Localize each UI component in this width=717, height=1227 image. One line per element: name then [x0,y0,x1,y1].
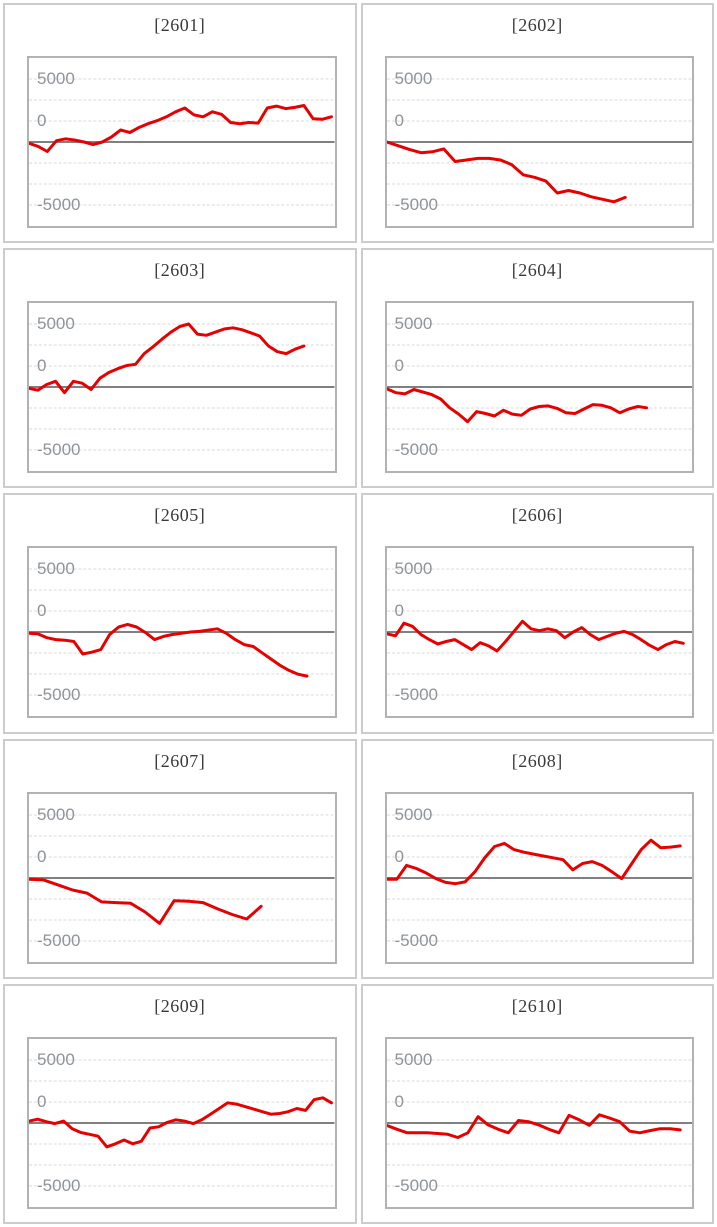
coin-differential-line [29,1096,333,1149]
machine-number-title: [2604] [511,260,563,281]
machine-number-title: [2607] [154,750,206,771]
plot-area: 5000 0 -5000 [27,546,337,719]
machine-number-title: [2608] [511,750,563,771]
plot-area: 5000 0 -5000 [27,301,337,474]
line-chart [386,1059,692,1187]
coin-differential-line [386,140,627,204]
machine-number-title: [2609] [154,995,206,1016]
machine-number-title: [2603] [154,260,206,281]
machine-number-title: [2606] [511,505,563,526]
machine-chart-panel: [2608] 5000 0 -5000 [360,738,714,979]
coin-differential-line [386,838,682,885]
coin-differential-line [29,104,333,153]
line-chart [386,323,692,451]
plot-area: 5000 0 -5000 [384,1036,694,1209]
line-chart [29,78,335,206]
machine-number-title: [2610] [511,995,563,1016]
plot-area: 5000 0 -5000 [384,301,694,474]
plot-area: 5000 0 -5000 [27,56,337,228]
line-chart [386,814,692,942]
plot-area: 5000 0 -5000 [384,56,694,228]
coin-differential-line [29,322,306,395]
line-chart [29,568,335,696]
machine-number-title: [2605] [154,505,206,526]
machine-chart-panel: [2601] 5000 0 -5000 [3,3,357,244]
plot-area: 5000 0 -5000 [384,546,694,719]
line-chart [29,814,335,942]
machine-number-title: [2601] [154,15,206,35]
coin-differential-line [29,623,309,678]
coin-differential-line [386,620,685,653]
coin-differential-line [386,1113,682,1139]
machine-chart-panel: [2607] 5000 0 -5000 [3,738,357,979]
coin-differential-line [386,387,648,424]
plot-area: 5000 0 -5000 [27,1036,337,1209]
machine-number-title: [2602] [511,15,563,35]
line-chart [29,322,335,451]
plot-area: 5000 0 -5000 [27,791,337,964]
machine-chart-panel: [2604] 5000 0 -5000 [360,248,714,489]
machine-chart-panel: [2605] 5000 0 -5000 [3,493,357,734]
machine-chart-panel: [2606] 5000 0 -5000 [360,493,714,734]
line-chart [29,1059,335,1187]
machine-chart-panel: [2602] 5000 0 -5000 [360,3,714,244]
machine-chart-panel: [2610] 5000 0 -5000 [360,983,714,1224]
plot-area: 5000 0 -5000 [384,791,694,964]
line-chart [386,568,692,696]
machine-chart-panel: [2603] 5000 0 -5000 [3,248,357,489]
machine-chart-panel: [2609] 5000 0 -5000 [3,983,357,1224]
coin-differential-line [29,877,263,925]
line-chart [386,78,692,206]
